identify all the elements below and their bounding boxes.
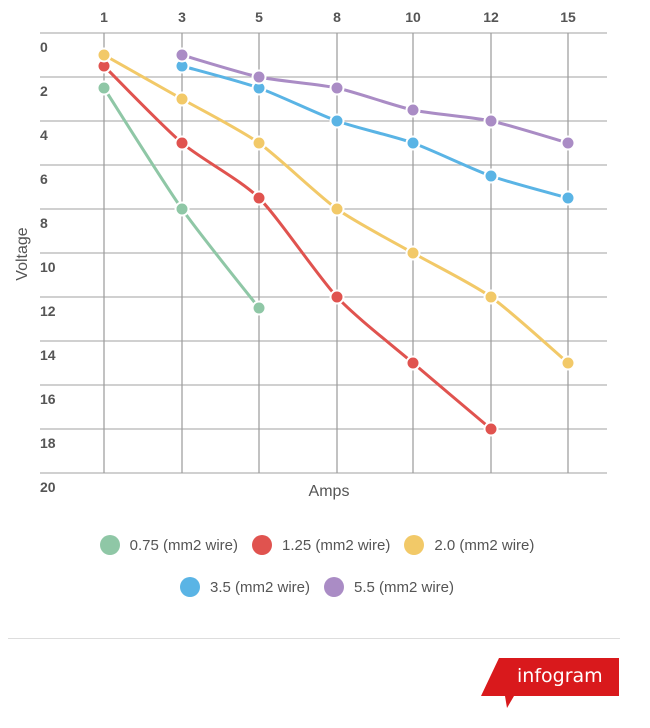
y-tick-label: 16 bbox=[40, 391, 56, 407]
data-point[interactable] bbox=[405, 102, 421, 118]
series-3.5 bbox=[174, 58, 576, 206]
data-point[interactable] bbox=[251, 300, 267, 316]
data-point[interactable] bbox=[329, 201, 345, 217]
x-tick-label: 5 bbox=[255, 9, 263, 25]
legend-row-2: 3.5 (mm2 wire) 5.5 (mm2 wire) bbox=[0, 577, 642, 597]
line-chart: 1 3 5 8 10 12 15 0 2 4 6 8 10 12 14 16 18 20 Voltage Amp… bbox=[14, 9, 607, 500]
legend-dot-icon bbox=[404, 535, 425, 555]
x-axis-ticks: 1 3 5 8 10 12 15 bbox=[100, 9, 576, 25]
y-tick-label: 0 bbox=[40, 39, 48, 55]
series-2.0 bbox=[96, 47, 576, 371]
x-tick-label: 15 bbox=[560, 9, 576, 25]
legend-item-3.5[interactable]: 3.5 (mm2 wire) bbox=[179, 577, 310, 597]
data-point[interactable] bbox=[560, 135, 576, 151]
data-point[interactable] bbox=[329, 113, 345, 129]
y-tick-label: 6 bbox=[40, 171, 48, 187]
x-tick-label: 3 bbox=[178, 9, 186, 25]
brand-label: infogram bbox=[517, 665, 603, 687]
y-tick-label: 18 bbox=[40, 435, 56, 451]
data-point[interactable] bbox=[405, 355, 421, 371]
data-point[interactable] bbox=[174, 135, 190, 151]
data-point[interactable] bbox=[174, 91, 190, 107]
y-tick-label: 12 bbox=[40, 303, 56, 319]
data-point[interactable] bbox=[560, 190, 576, 206]
data-point[interactable] bbox=[251, 69, 267, 85]
data-point[interactable] bbox=[405, 245, 421, 261]
series-1.25 bbox=[96, 58, 499, 437]
chart-grid bbox=[40, 32, 607, 474]
data-point[interactable] bbox=[174, 47, 190, 63]
data-point[interactable] bbox=[483, 421, 499, 437]
legend-dot-icon bbox=[324, 577, 344, 597]
data-point[interactable] bbox=[329, 289, 345, 305]
data-point[interactable] bbox=[560, 355, 576, 371]
x-axis-label: Amps bbox=[309, 483, 350, 500]
legend-item-5.5[interactable]: 5.5 (mm2 wire) bbox=[324, 577, 454, 597]
x-tick-label: 1 bbox=[100, 9, 108, 25]
x-tick-label: 8 bbox=[333, 9, 341, 25]
legend-label: 0.75 (mm2 wire) bbox=[129, 536, 238, 554]
data-point[interactable] bbox=[174, 201, 190, 217]
speech-bubble-logo-icon bbox=[481, 658, 619, 708]
legend-dot-icon bbox=[179, 577, 200, 597]
legend-label: 2.0 (mm2 wire) bbox=[434, 536, 535, 554]
footer-divider bbox=[8, 638, 620, 639]
legend-label: 1.25 (mm2 wire) bbox=[281, 536, 391, 554]
chart-series bbox=[96, 47, 576, 437]
data-point[interactable] bbox=[405, 135, 421, 151]
y-tick-label: 8 bbox=[40, 215, 48, 231]
series-5.5 bbox=[174, 47, 576, 151]
legend-label: 3.5 (mm2 wire) bbox=[209, 578, 310, 596]
y-tick-label: 2 bbox=[40, 83, 48, 99]
data-point[interactable] bbox=[96, 47, 112, 63]
data-point[interactable] bbox=[483, 113, 499, 129]
legend-item-1.25[interactable]: 1.25 (mm2 wire) bbox=[251, 535, 391, 555]
y-tick-label: 4 bbox=[40, 127, 48, 143]
data-point[interactable] bbox=[483, 289, 499, 305]
x-tick-label: 12 bbox=[483, 9, 499, 25]
series-0.75 bbox=[96, 80, 267, 316]
series-line bbox=[102, 64, 492, 431]
legend-label: 5.5 (mm2 wire) bbox=[354, 578, 455, 596]
legend-item-0.75[interactable]: 0.75 (mm2 wire) bbox=[99, 535, 238, 555]
x-tick-label: 10 bbox=[405, 9, 421, 25]
y-tick-label: 20 bbox=[40, 479, 56, 495]
y-axis-ticks: 0 2 4 6 8 10 12 14 16 18 20 bbox=[40, 39, 56, 495]
legend-dot-icon bbox=[99, 535, 120, 555]
data-point[interactable] bbox=[251, 190, 267, 206]
data-point[interactable] bbox=[483, 168, 499, 184]
data-point[interactable] bbox=[329, 80, 345, 96]
legend-dot-icon bbox=[251, 535, 272, 555]
y-tick-label: 14 bbox=[40, 347, 56, 363]
infogram-logo-link[interactable]: infogram bbox=[481, 658, 619, 710]
legend-item-2.0[interactable]: 2.0 (mm2 wire) bbox=[404, 535, 534, 555]
legend-row-1: 0.75 (mm2 wire) 1.25 (mm2 wire) 2.0 (mm2… bbox=[0, 535, 642, 555]
y-tick-label: 10 bbox=[40, 259, 56, 275]
y-axis-label: Voltage bbox=[14, 227, 31, 280]
data-point[interactable] bbox=[251, 135, 267, 151]
data-point[interactable] bbox=[96, 80, 112, 96]
